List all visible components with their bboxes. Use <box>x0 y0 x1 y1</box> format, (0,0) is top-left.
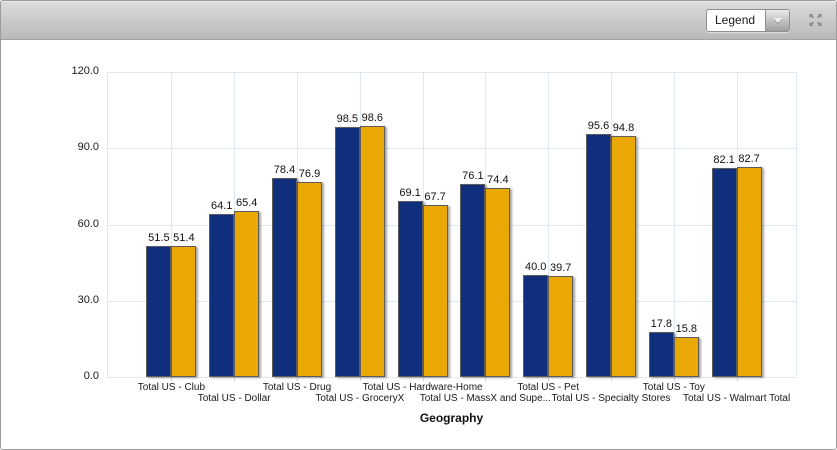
bar-value-label: 78.4 <box>273 163 296 176</box>
bar-value-label: 51.4 <box>173 232 195 245</box>
x-axis-tick <box>736 377 738 381</box>
bar[interactable] <box>397 201 423 377</box>
x-axis-tick <box>234 377 236 381</box>
x-axis-tick <box>171 377 173 381</box>
bar-value-label: 39.7 <box>549 262 572 275</box>
bar[interactable] <box>611 136 636 377</box>
bar[interactable] <box>146 246 172 377</box>
bar[interactable] <box>736 166 762 377</box>
x-axis-tick <box>485 377 487 381</box>
horizontal-gridline <box>107 72 796 73</box>
chevron-down-icon <box>772 17 783 23</box>
bar[interactable] <box>297 181 322 377</box>
bar[interactable] <box>548 276 574 377</box>
bar-value-label: 65.4 <box>235 196 258 209</box>
chart-toolbar: Legend <box>1 1 836 40</box>
bar[interactable] <box>523 275 549 377</box>
x-axis-title: Geography <box>419 411 484 425</box>
bar-chart: Geography 0.0 30.0 60.0 90.0 120.0 Total US -… <box>1 40 836 449</box>
bar-value-label: 76.1 <box>462 169 484 182</box>
bar-value-label: 76.9 <box>298 167 321 180</box>
bar[interactable] <box>673 336 699 377</box>
bar-value-label: 82.1 <box>713 154 735 167</box>
bar[interactable] <box>648 331 674 377</box>
legend-dropdown-button[interactable] <box>765 9 789 31</box>
bar[interactable] <box>272 177 297 377</box>
bar[interactable] <box>171 246 197 377</box>
x-axis-label: Total US - Club <box>137 382 206 393</box>
bar[interactable] <box>334 126 360 377</box>
x-axis-tick <box>359 377 361 381</box>
vertical-gridline <box>548 72 550 377</box>
y-axis-tick-label: 120.0 <box>71 65 99 77</box>
bar-value-label: 95.6 <box>587 120 610 133</box>
vertical-gridline <box>171 72 173 377</box>
maximize-icon <box>809 14 822 26</box>
bar-value-label: 67.7 <box>424 190 446 203</box>
x-axis-label: Total US - MassX and Supe... <box>419 393 551 404</box>
x-axis-label: Total US - Pet <box>517 382 580 393</box>
bar-value-label: 98.6 <box>361 112 383 125</box>
x-axis-label: Total US - Drug <box>262 382 332 393</box>
x-axis-tick <box>548 377 550 381</box>
horizontal-gridline <box>107 377 796 378</box>
bar-value-label: 94.8 <box>612 122 635 135</box>
horizontal-gridline <box>107 300 796 302</box>
plot-border-right <box>796 72 797 377</box>
bar-value-label: 98.5 <box>336 112 358 125</box>
x-axis-label: Total US - Walmart Total <box>682 393 791 404</box>
bar-value-label: 82.7 <box>738 152 760 165</box>
x-axis-tick <box>611 377 612 381</box>
bar[interactable] <box>234 210 260 377</box>
bar-value-label: 64.1 <box>210 200 233 213</box>
bar[interactable] <box>422 204 448 377</box>
vertical-gridline <box>673 72 675 377</box>
x-axis-label: Total US - Toy <box>642 382 705 393</box>
x-axis-tick <box>297 377 298 381</box>
bar[interactable] <box>460 183 486 377</box>
y-axis-tick-label: 30.0 <box>77 293 99 306</box>
bar[interactable] <box>586 134 611 377</box>
bar[interactable] <box>711 168 737 377</box>
x-axis-tick <box>422 377 424 381</box>
bar[interactable] <box>359 126 385 377</box>
y-axis-tick-label: 0.0 <box>83 370 99 382</box>
bar-value-label: 51.5 <box>148 232 170 245</box>
y-axis-tick-label: 60.0 <box>77 217 99 230</box>
bar[interactable] <box>209 214 235 377</box>
maximize-button[interactable] <box>807 13 824 28</box>
bar-value-label: 74.4 <box>487 173 509 186</box>
bar-value-label: 15.8 <box>675 322 697 335</box>
x-axis-label: Total US - Specialty Stores <box>551 393 671 404</box>
horizontal-gridline <box>107 224 796 226</box>
bar-value-label: 40.0 <box>524 261 547 274</box>
legend-dropdown[interactable]: Legend <box>706 8 790 32</box>
legend-dropdown-value: Legend <box>715 12 756 27</box>
x-axis-label: Total US - GroceryX <box>315 393 405 404</box>
x-axis-tick <box>673 377 675 381</box>
plot-border-left <box>107 72 108 377</box>
bar[interactable] <box>485 187 511 377</box>
bar-value-label: 17.8 <box>650 317 672 330</box>
y-axis-tick-label: 90.0 <box>77 141 99 154</box>
bar-value-label: 69.1 <box>399 187 421 200</box>
x-axis-label: Total US - Dollar <box>197 393 271 404</box>
x-axis-label: Total US - Hardware-Home <box>362 382 483 393</box>
horizontal-gridline <box>107 148 796 150</box>
